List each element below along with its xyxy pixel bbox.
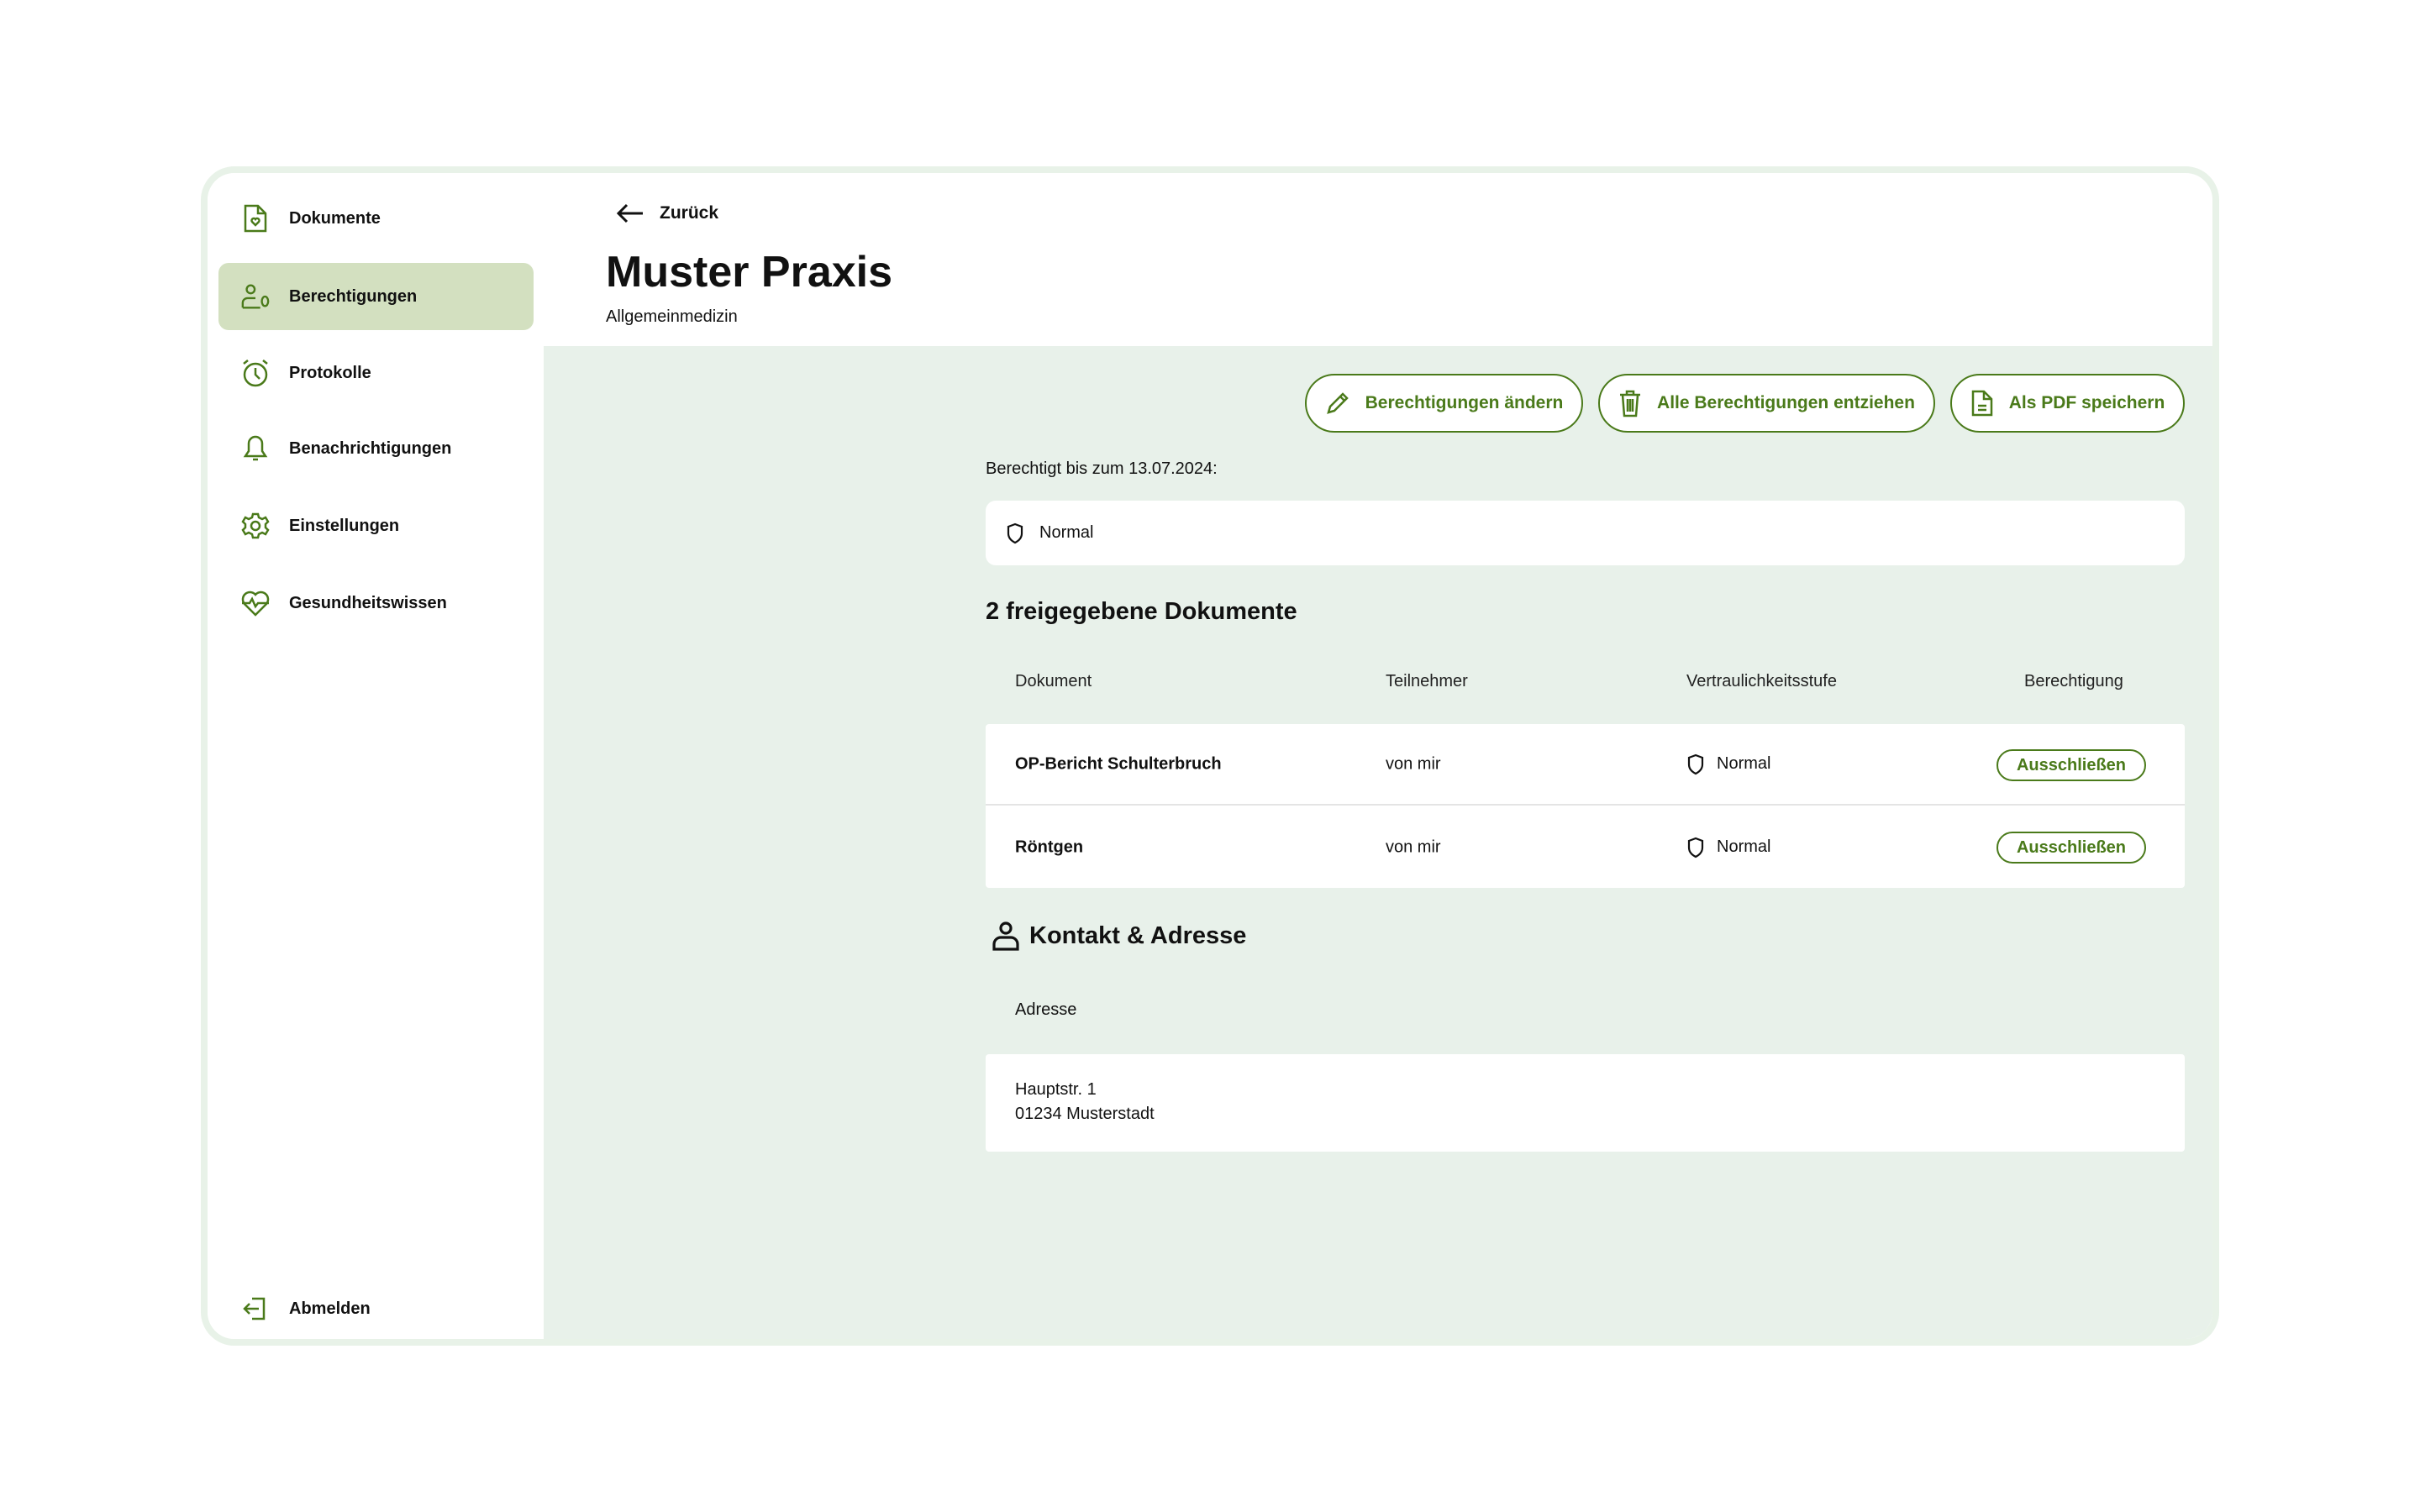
save-pdf-button[interactable]: Als PDF speichern [1950, 374, 2185, 433]
document-level: Normal [1686, 753, 1770, 775]
address-city: 01234 Musterstadt [1015, 1105, 1155, 1123]
exclude-button[interactable]: Ausschließen [1996, 832, 2146, 864]
column-header-dokument: Dokument [1015, 672, 1092, 690]
sidebar-item-einstellungen[interactable]: Einstellungen [218, 492, 534, 559]
pencil-icon [1326, 392, 1349, 414]
table-row: OP-Bericht Schulterbruch von mir Normal … [986, 724, 2185, 806]
sidebar-item-protokolle[interactable]: Protokolle [218, 339, 534, 407]
back-button[interactable]: Zurück [616, 203, 718, 223]
document-level: Normal [1686, 837, 1770, 858]
sidebar: Dokumente Berechtigungen Protokolle Bena… [208, 173, 544, 1339]
trash-icon [1620, 390, 1641, 417]
column-header-vertraulichkeitsstufe: Vertraulichkeitsstufe [1686, 672, 1837, 690]
document-participant: von mir [1386, 837, 1441, 856]
revoke-all-label: Alle Berechtigungen entziehen [1657, 393, 1915, 412]
address-label: Adresse [1015, 1000, 1077, 1019]
logout-icon [240, 1294, 271, 1324]
edit-permissions-button[interactable]: Berechtigungen ändern [1305, 374, 1583, 433]
permission-level-box: Normal [986, 501, 2185, 565]
user-permission-icon [240, 281, 271, 312]
valid-until-text: Berechtigt bis zum 13.07.2024: [986, 459, 1218, 478]
sidebar-item-label: Benachrichtigungen [289, 438, 452, 458]
revoke-all-button[interactable]: Alle Berechtigungen entziehen [1598, 374, 1935, 433]
page-header: Zurück Muster Praxis Allgemeinmedizin [544, 173, 2212, 346]
document-name: OP-Bericht Schulterbruch [1015, 754, 1222, 773]
exclude-button[interactable]: Ausschließen [1996, 749, 2146, 781]
gear-icon [240, 511, 271, 541]
column-header-teilnehmer: Teilnehmer [1386, 672, 1468, 690]
user-icon [992, 921, 1019, 951]
contact-heading: Kontakt & Adresse [991, 921, 1246, 951]
shield-icon [1687, 753, 1704, 774]
address-box: Hauptstr. 1 01234 Musterstadt [986, 1054, 2185, 1152]
document-heart-icon [240, 203, 271, 234]
sidebar-item-label: Einstellungen [289, 516, 400, 535]
address-street: Hauptstr. 1 [1015, 1080, 1097, 1099]
sidebar-item-berechtigungen[interactable]: Berechtigungen [218, 263, 534, 330]
document-name: Röntgen [1015, 837, 1084, 856]
main-content: Zurück Muster Praxis Allgemeinmedizin Be… [544, 173, 2212, 1339]
page-title: Muster Praxis [606, 248, 893, 297]
table-row: Röntgen von mir Normal Ausschließen [986, 806, 2185, 888]
sidebar-item-dokumente[interactable]: Dokumente [218, 185, 534, 252]
back-label: Zurück [660, 203, 719, 223]
sidebar-item-label: Dokumente [289, 208, 381, 228]
alarm-clock-icon [240, 358, 271, 388]
logout-button[interactable]: Abmelden [218, 1275, 534, 1339]
contact-heading-text: Kontakt & Adresse [1029, 921, 1247, 949]
page-subtitle: Allgemeinmedizin [606, 307, 738, 326]
sidebar-item-label: Berechtigungen [289, 286, 418, 306]
file-icon [1971, 390, 1992, 417]
logout-label: Abmelden [289, 1299, 371, 1318]
sidebar-item-gesundheitswissen[interactable]: Gesundheitswissen [218, 570, 534, 637]
save-pdf-label: Als PDF speichern [2008, 393, 2165, 412]
documents-heading: 2 freigegebene Dokumente [986, 598, 1297, 625]
shield-icon [1007, 522, 1023, 543]
column-header-berechtigung: Berechtigung [2024, 672, 2123, 690]
sidebar-item-label: Protokolle [289, 363, 371, 382]
app-window: Dokumente Berechtigungen Protokolle Bena… [201, 166, 2219, 1346]
document-level-label: Normal [1717, 837, 1771, 856]
arrow-left-icon [616, 203, 643, 223]
shield-icon [1687, 837, 1704, 858]
bell-icon [240, 433, 271, 464]
document-level-label: Normal [1717, 754, 1771, 773]
permission-level: Normal [1039, 523, 1094, 542]
document-participant: von mir [1386, 754, 1441, 773]
sidebar-item-benachrichtigungen[interactable]: Benachrichtigungen [218, 415, 534, 482]
heart-pulse-icon [240, 588, 271, 618]
documents-table: OP-Bericht Schulterbruch von mir Normal … [986, 724, 2185, 888]
edit-permissions-label: Berechtigungen ändern [1365, 393, 1564, 412]
sidebar-item-label: Gesundheitswissen [289, 593, 447, 612]
